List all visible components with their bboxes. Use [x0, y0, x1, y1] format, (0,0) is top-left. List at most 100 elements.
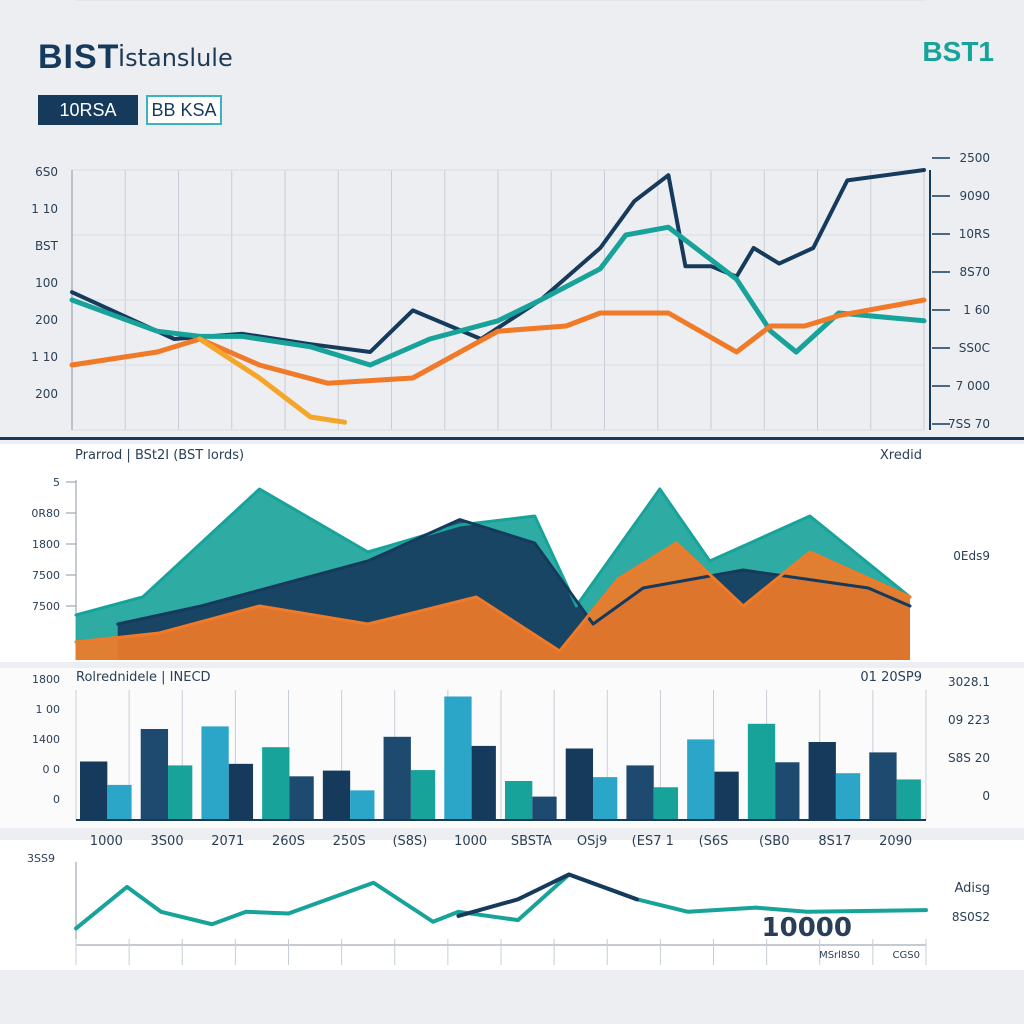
chart3-right-tick: 3028.1 [948, 675, 990, 689]
chart3-right-tick: S8S 20 [948, 751, 990, 765]
chart1-right-tick: 10RS [959, 227, 990, 241]
chart3-bar [322, 770, 351, 820]
chart1-series-amber [197, 336, 348, 425]
chart1-series-teal [69, 224, 927, 368]
chart1-right-tick: 9090 [959, 189, 990, 203]
chart4-right-title: Adisg [954, 881, 990, 896]
chart3-left-tick: 1400 [32, 733, 60, 746]
chart3-x-tick: OSj9 [577, 834, 607, 849]
chart3-left-tick: 0 [53, 793, 60, 806]
chart3-bar-secondary [593, 777, 618, 820]
chart3-x-tick: SBSTA [511, 834, 552, 849]
chart3-x-tick: 1000 [90, 834, 123, 849]
tab-10rsa[interactable]: 10RSA [38, 95, 138, 125]
chart3-bar-secondary [107, 784, 132, 820]
chart2-title: Prarrod | BSt2I (BST lords) [75, 448, 244, 463]
chart4-legend-item: MSrl8S0 [819, 950, 860, 961]
chart3-x-tick: 250S [333, 834, 366, 849]
chart1-right-tick: 7 000 [956, 379, 990, 393]
chart3-bar [687, 739, 715, 820]
chart3-bar [383, 736, 411, 820]
chart1-left-tick: 100 [35, 276, 58, 290]
chart3-bar [565, 748, 594, 820]
chart3-bar-secondary [775, 762, 800, 820]
chart1-left-tick: 1 10 [31, 202, 58, 216]
chart3-bar-secondary [350, 790, 375, 820]
chart1-right-tick: 7SS 70 [948, 417, 990, 431]
chart2-left-tick: 7500 [32, 569, 60, 582]
chart3-title: Rolrednidele | INECD [76, 670, 211, 685]
chart3-x-tick: (SB0 [759, 834, 790, 849]
chart2-left-tick: 7500 [32, 600, 60, 613]
chart3-left-tick: 0 0 [43, 763, 61, 776]
chart3-bar [626, 765, 654, 820]
chart3-x-tick: 260S [272, 834, 305, 849]
chart3-x-tick: 2071 [211, 834, 244, 849]
section-divider [0, 437, 1024, 440]
chart2-edge-teal [74, 487, 912, 617]
chart3-bar [140, 729, 169, 820]
chart3-bar-secondary [228, 763, 254, 820]
chart3-x-tick: (S6S [699, 834, 729, 849]
chart3-bar-secondary [471, 745, 496, 820]
chart3-x-tick: (S8S) [392, 834, 427, 849]
chart4-panel [0, 840, 1024, 970]
chart3-left-tick: 1 00 [36, 703, 61, 716]
chart3-x-tick: (ES7 1 [632, 834, 674, 849]
chart1-series-navy [70, 168, 926, 354]
chart3-right-tick: 0 [982, 789, 990, 803]
chart4-highlight-value: 10000 [762, 913, 852, 943]
chart4-series-teal [74, 872, 928, 931]
chart4-legend-item: CGS0 [893, 950, 920, 961]
chart2-right-label: 0Eds9 [953, 549, 990, 563]
chart2-left-tick: 5 [53, 476, 60, 489]
chart3-bar [201, 726, 229, 820]
chart3-left-tick: 1800 [32, 673, 60, 686]
chart3-bar-secondary [714, 771, 739, 820]
chart1-series-orange [69, 297, 927, 386]
chart3-bar-secondary [532, 796, 557, 820]
brand-logo: BIST [38, 38, 120, 76]
chart3-x-tick: 1000 [454, 834, 487, 849]
chart3-right-tick: 09 223 [948, 713, 990, 727]
brand-subtitle: İstanslule [118, 44, 233, 72]
chart3-bar [444, 696, 472, 820]
chart1-right-tick: 1 60 [963, 303, 990, 317]
chart1-left-tick: 1 10 [31, 350, 58, 364]
chart3-bar-secondary [289, 776, 314, 820]
chart3-bar-secondary [835, 773, 861, 820]
chart3-bar [80, 761, 108, 820]
chart1-right-tick: SS0C [959, 341, 990, 355]
chart1-right-tick: 8S70 [959, 265, 990, 279]
chart4-title: 3SS9 [27, 852, 55, 865]
chart3-bar [505, 781, 533, 820]
chart3-bar-secondary [410, 770, 436, 820]
chart3-right-title: 01 20SP9 [860, 670, 922, 685]
chart4-right-label: 8S0S2 [952, 910, 990, 924]
chart3-x-tick: 2090 [879, 834, 912, 849]
chart3-bar [262, 747, 290, 820]
chart3-bar-secondary [896, 779, 921, 820]
chart1-left-tick: 6S0 [35, 165, 58, 179]
chart3-bar [869, 752, 897, 820]
chart3-bar [808, 742, 836, 820]
chart4-series-navy [456, 872, 639, 918]
chart1-left-tick: 200 [35, 387, 58, 401]
chart2-right-title: Xredid [880, 448, 922, 463]
chart2-left-tick: 1800 [32, 538, 60, 551]
chart3-bar-secondary [653, 787, 679, 820]
chart1-right-tick: 2500 [959, 151, 990, 165]
chart2-edge-orange [74, 541, 912, 653]
chart2-left-tick: 0R80 [31, 507, 60, 520]
chart1-left-tick: BST [35, 239, 59, 253]
chart1-left-tick: 200 [35, 313, 58, 327]
chart3-x-tick: 3S00 [151, 834, 184, 849]
chart3-bar-secondary [168, 765, 193, 820]
chart3-bar [747, 723, 776, 820]
chart3-x-tick: 8S17 [818, 834, 851, 849]
chart2-edge-navy [116, 518, 912, 626]
chart2-area-orange [76, 543, 910, 660]
brand-code: BST1 [922, 36, 994, 67]
tab-bbksa[interactable]: BB KSA [146, 95, 222, 125]
